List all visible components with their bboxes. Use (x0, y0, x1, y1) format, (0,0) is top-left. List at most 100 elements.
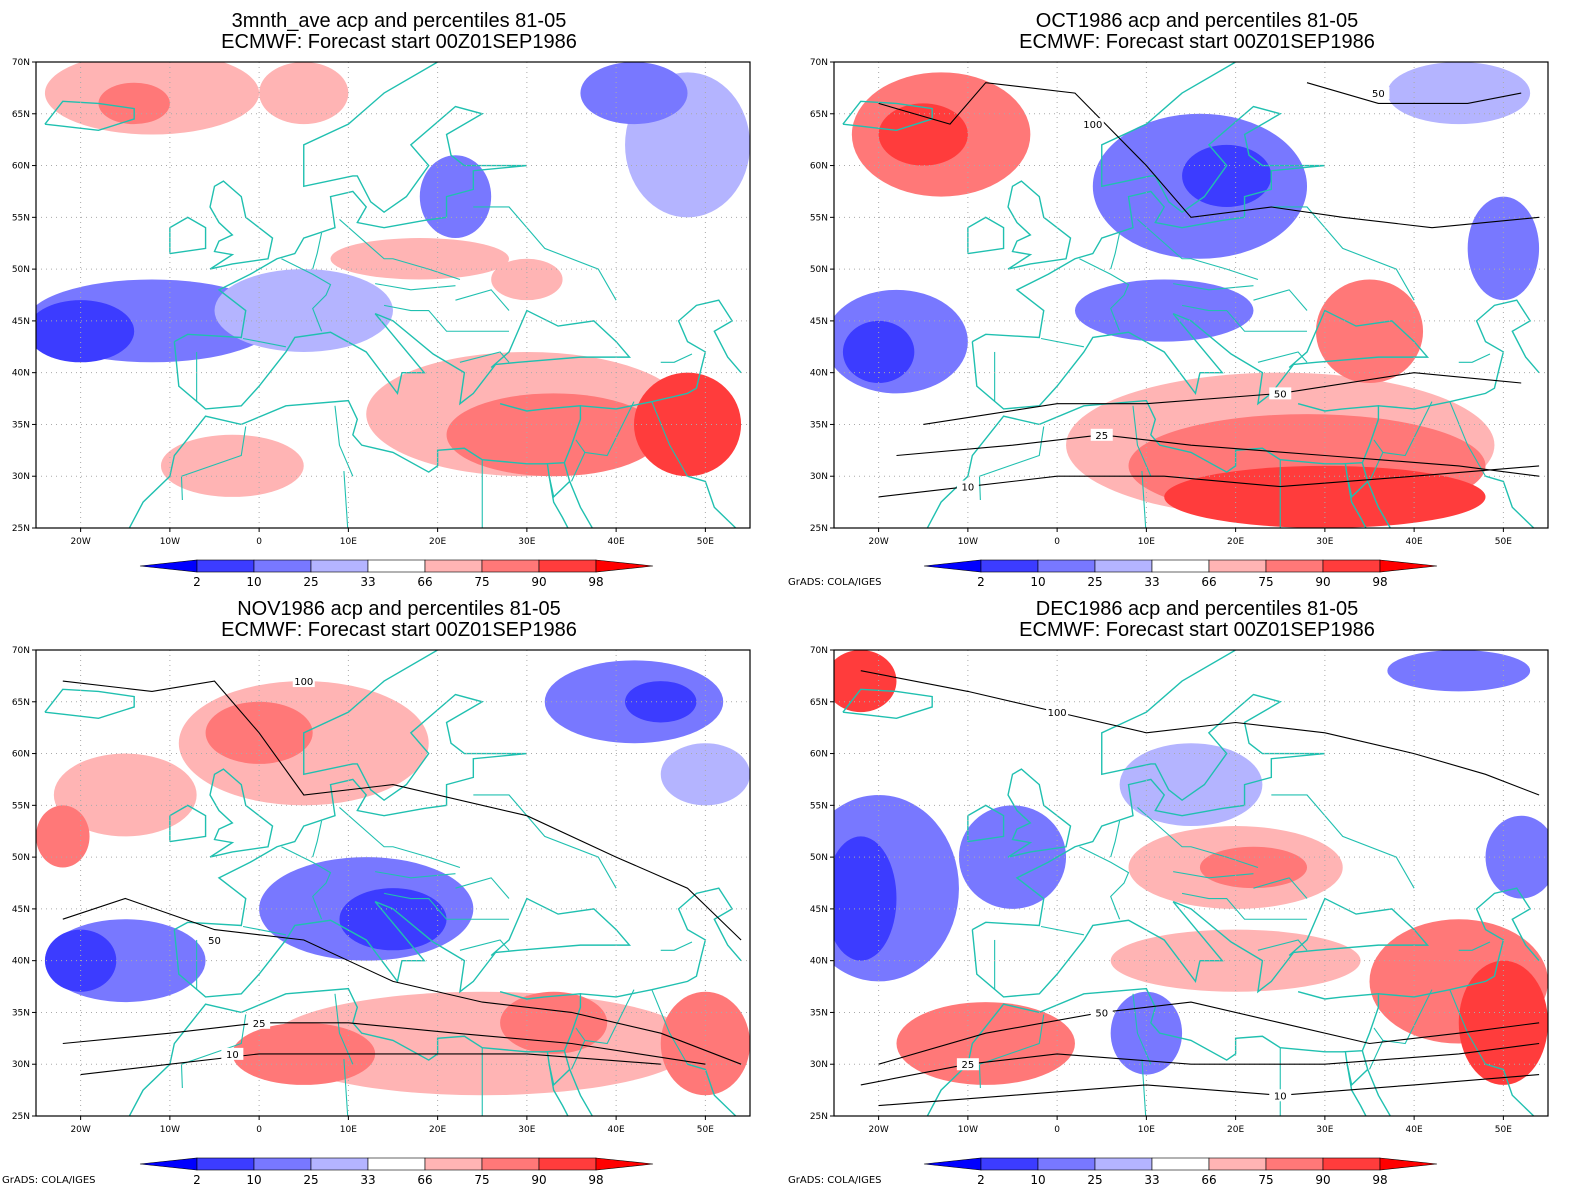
contour-label: 100 (1048, 708, 1067, 719)
coastline (971, 309, 1430, 410)
coastline (209, 180, 274, 270)
contour-label-bg (1046, 706, 1069, 719)
country-border (383, 304, 510, 332)
map-field (834, 62, 1548, 528)
coastline (44, 688, 135, 720)
colorbar-swatch (481, 559, 540, 573)
coastlines (44, 62, 742, 528)
lat-label: 25N (12, 524, 30, 534)
country-border (1458, 353, 1491, 363)
coastline (1007, 768, 1072, 858)
contour-label: 10 (962, 483, 975, 494)
country-border (339, 218, 461, 280)
lon-label: 0 (256, 537, 262, 547)
colorbar: 2 10 25 33 66 75 90 98 (923, 559, 1438, 589)
percentile-shading (660, 743, 750, 806)
lat-label: 50N (12, 265, 30, 275)
colorbar-label: 98 (1372, 1173, 1387, 1187)
coastline (1346, 1064, 1367, 1116)
percentile-shading (1485, 815, 1548, 899)
panel-title-line-2: ECMWF: Forecast start 00Z01SEP1986 (221, 619, 577, 641)
lon-label: 10E (1138, 537, 1155, 547)
panel-title-line-2: ECMWF: Forecast start 00Z01SEP1986 (1019, 619, 1375, 641)
percentile-shading (1458, 960, 1548, 1085)
country-border (334, 405, 354, 477)
lat-label: 65N (12, 698, 30, 708)
colorbar-label: 2 (977, 1173, 985, 1187)
colorbar-label: 90 (1315, 575, 1330, 589)
lon-label: 10W (958, 537, 978, 547)
axis-ticks: 70N 65N 60N 55N 50N 45N 40N 35N 30N 25N 20W 10W 0 10E… (12, 646, 714, 1135)
country-border (651, 401, 689, 477)
contour-line (896, 434, 1540, 477)
lon-label: 30E (1316, 537, 1333, 547)
lon-label: 20W (868, 537, 888, 547)
lat-label: 45N (810, 905, 828, 915)
map-field (36, 62, 750, 528)
percentile-shading (36, 805, 90, 868)
coastline (128, 987, 582, 1116)
lat-label: 65N (810, 698, 828, 708)
coastline (1344, 462, 1369, 499)
panel-title-line-1: OCT1986 acp and percentiles 81-05 (1035, 10, 1359, 32)
lon-label: 20E (429, 537, 446, 547)
coastline (546, 462, 571, 499)
lon-label: 50E (1495, 537, 1512, 547)
lon-label: 20W (868, 1125, 888, 1135)
colorbar-swatch (1037, 559, 1096, 573)
borders (180, 794, 693, 1116)
lon-label: 30E (518, 1125, 535, 1135)
colorbar-label: 66 (1201, 575, 1216, 589)
country-border (1369, 439, 1384, 482)
colorbar-label: 75 (474, 1173, 489, 1187)
lon-label: 30E (518, 537, 535, 547)
country-border (1141, 471, 1147, 528)
gridlines (834, 62, 1548, 528)
panel-title-line-2: ECMWF: Forecast start 00Z01SEP1986 (1019, 31, 1375, 53)
colorbar-swatch (367, 559, 426, 573)
percentile-shading (842, 320, 915, 384)
lat-label: 55N (810, 801, 828, 811)
coastline (580, 299, 742, 410)
lon-label: 40E (608, 537, 625, 547)
lon-label: 20W (70, 1125, 90, 1135)
gridlines (36, 650, 750, 1116)
panel-title-line-1: NOV1986 acp and percentiles 81-05 (237, 598, 561, 620)
colorbar-swatch (980, 1157, 1039, 1171)
coastline (569, 1069, 594, 1116)
contour-line (878, 1074, 1540, 1107)
colorbar-label: 25 (303, 575, 318, 589)
colorbar-label: 98 (1372, 575, 1387, 589)
colorbar-label: 2 (193, 575, 201, 589)
contour-label-bg (1367, 87, 1390, 100)
colorbar-swatch (1208, 1157, 1267, 1171)
percentile-shading (625, 681, 697, 723)
coastline (1346, 476, 1367, 528)
coastline (174, 62, 527, 343)
country-border (584, 989, 635, 1045)
map-panel-3: NOV1986 acp and percentiles 81-05 ECMWF:… (0, 598, 798, 1196)
lon-label: 0 (1054, 1125, 1060, 1135)
coastline (842, 100, 933, 132)
grads-credit: GrADS: COLA/IGES (2, 1175, 96, 1186)
country-border (383, 892, 510, 920)
percentile-shading (896, 1002, 1075, 1085)
colorbar-swatch (367, 1157, 426, 1171)
map-panel-4: DEC1986 acp and percentiles 81-05 ECMWF:… (788, 598, 1596, 1196)
grads-credit: GrADS: COLA/IGES (788, 1175, 882, 1186)
coastline (1344, 1050, 1369, 1087)
lat-label: 55N (12, 801, 30, 811)
lon-label: 10W (160, 1125, 180, 1135)
contour-label: 50 (208, 936, 221, 947)
lat-label: 35N (12, 420, 30, 430)
coastlines (842, 62, 1540, 528)
colorbar-label: 75 (1258, 575, 1273, 589)
colorbar-label: 33 (360, 575, 375, 589)
lon-label: 20E (1227, 537, 1244, 547)
lat-label: 50N (810, 265, 828, 275)
coastline (173, 309, 632, 410)
contour-line (62, 1022, 706, 1065)
country-border (1137, 806, 1259, 868)
coastline (569, 481, 594, 528)
precip-percentile-map: 100 50 10 25 50 70N 65N 60N 55N 50N 45N 40N 35N 30N 25… (810, 58, 1549, 547)
